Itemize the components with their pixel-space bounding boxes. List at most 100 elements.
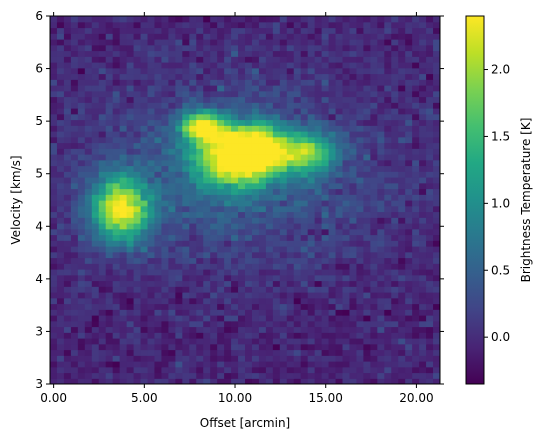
heatmap-cell xyxy=(196,125,204,132)
heatmap-cell xyxy=(105,39,114,46)
heatmap-cell xyxy=(251,96,260,103)
heatmap-cell xyxy=(105,309,114,316)
heatmap-cell xyxy=(119,113,128,121)
heatmap-cell xyxy=(210,349,218,356)
heatmap-cell xyxy=(77,251,86,259)
heatmap-cell xyxy=(91,315,100,322)
heatmap-cell xyxy=(182,62,190,69)
heatmap-cell xyxy=(377,263,385,270)
heatmap-cell xyxy=(293,303,302,310)
heatmap-cell xyxy=(203,257,211,264)
heatmap-cell xyxy=(196,315,204,322)
heatmap-cell xyxy=(405,251,413,259)
heatmap-cell xyxy=(377,257,385,264)
heatmap-cell xyxy=(363,96,371,103)
heatmap-cell xyxy=(405,44,413,52)
heatmap-cell xyxy=(119,349,128,356)
heatmap-cell xyxy=(91,79,100,86)
heatmap-cell xyxy=(293,108,302,115)
heatmap-cell xyxy=(133,303,142,310)
heatmap-cell xyxy=(342,136,351,144)
heatmap-cell xyxy=(154,159,163,167)
heatmap-cell xyxy=(84,292,93,299)
heatmap-cell xyxy=(98,349,107,356)
heatmap-cell xyxy=(286,257,295,264)
heatmap-cell xyxy=(154,228,163,236)
heatmap-cell xyxy=(168,96,176,103)
heatmap-cell xyxy=(182,96,190,103)
heatmap-cell xyxy=(63,33,72,40)
heatmap-cell xyxy=(140,378,149,384)
heatmap-cell xyxy=(105,257,114,264)
heatmap-cell xyxy=(105,119,114,126)
heatmap-cell xyxy=(391,200,399,207)
heatmap-cell xyxy=(286,50,295,57)
heatmap-cell xyxy=(258,96,267,103)
heatmap-cell xyxy=(286,182,295,190)
heatmap-cell xyxy=(391,205,399,213)
heatmap-cell xyxy=(210,44,218,52)
heatmap-cell xyxy=(56,85,65,92)
heatmap-cell xyxy=(119,79,128,86)
heatmap-cell xyxy=(272,309,281,316)
heatmap-cell xyxy=(321,315,330,322)
heatmap-cell xyxy=(224,217,232,224)
heatmap-cell xyxy=(391,355,399,362)
heatmap-cell xyxy=(321,292,330,299)
heatmap-cell xyxy=(384,361,392,368)
heatmap-cell xyxy=(419,50,427,57)
heatmap-cell xyxy=(70,332,79,339)
heatmap-cell xyxy=(300,234,309,241)
heatmap-cell xyxy=(91,240,100,247)
heatmap-cell xyxy=(147,234,156,241)
heatmap-cell xyxy=(363,338,371,345)
heatmap-cell xyxy=(175,349,183,356)
heatmap-cell xyxy=(321,257,330,264)
heatmap-cell xyxy=(140,44,149,52)
heatmap-cell xyxy=(433,366,440,374)
heatmap-cell xyxy=(140,142,149,149)
heatmap-cell xyxy=(224,366,232,374)
heatmap-cell xyxy=(98,217,107,224)
heatmap-cell xyxy=(217,125,225,132)
y-tick-label: 4 xyxy=(35,272,43,286)
heatmap-cell xyxy=(419,113,427,121)
heatmap-cell xyxy=(189,182,197,190)
heatmap-cell xyxy=(370,361,378,368)
heatmap-cell xyxy=(398,263,406,270)
heatmap-cell xyxy=(412,292,420,299)
heatmap-cell xyxy=(84,338,93,345)
heatmap-cell xyxy=(161,119,169,126)
heatmap-cell xyxy=(238,315,246,322)
heatmap-cell xyxy=(245,177,253,184)
heatmap-cell xyxy=(384,182,392,190)
heatmap-cell xyxy=(196,234,204,241)
heatmap-cell xyxy=(363,50,371,57)
heatmap-cell xyxy=(300,240,309,247)
heatmap-cell xyxy=(265,349,274,356)
heatmap-cell xyxy=(342,39,351,46)
heatmap-cell xyxy=(210,21,218,29)
heatmap-cell xyxy=(91,309,100,316)
heatmap-cell xyxy=(84,315,93,322)
heatmap-cell xyxy=(286,27,295,34)
heatmap-cell xyxy=(335,113,344,121)
heatmap-cell xyxy=(140,148,149,155)
heatmap-cell xyxy=(98,165,107,172)
heatmap-cell xyxy=(314,142,323,149)
heatmap-cell xyxy=(56,228,65,236)
heatmap-cell xyxy=(238,257,246,264)
heatmap-cell xyxy=(224,355,232,362)
heatmap-cell xyxy=(426,366,434,374)
heatmap-cell xyxy=(105,332,114,339)
heatmap-cell xyxy=(77,148,86,155)
heatmap-cell xyxy=(412,366,420,374)
heatmap-cell xyxy=(154,332,163,339)
heatmap-cell xyxy=(238,79,246,86)
heatmap-cell xyxy=(272,228,281,236)
heatmap-cell xyxy=(412,223,420,230)
heatmap-cell xyxy=(370,205,378,213)
heatmap-cell xyxy=(300,50,309,57)
heatmap-cell xyxy=(398,240,406,247)
heatmap-cell xyxy=(210,217,218,224)
